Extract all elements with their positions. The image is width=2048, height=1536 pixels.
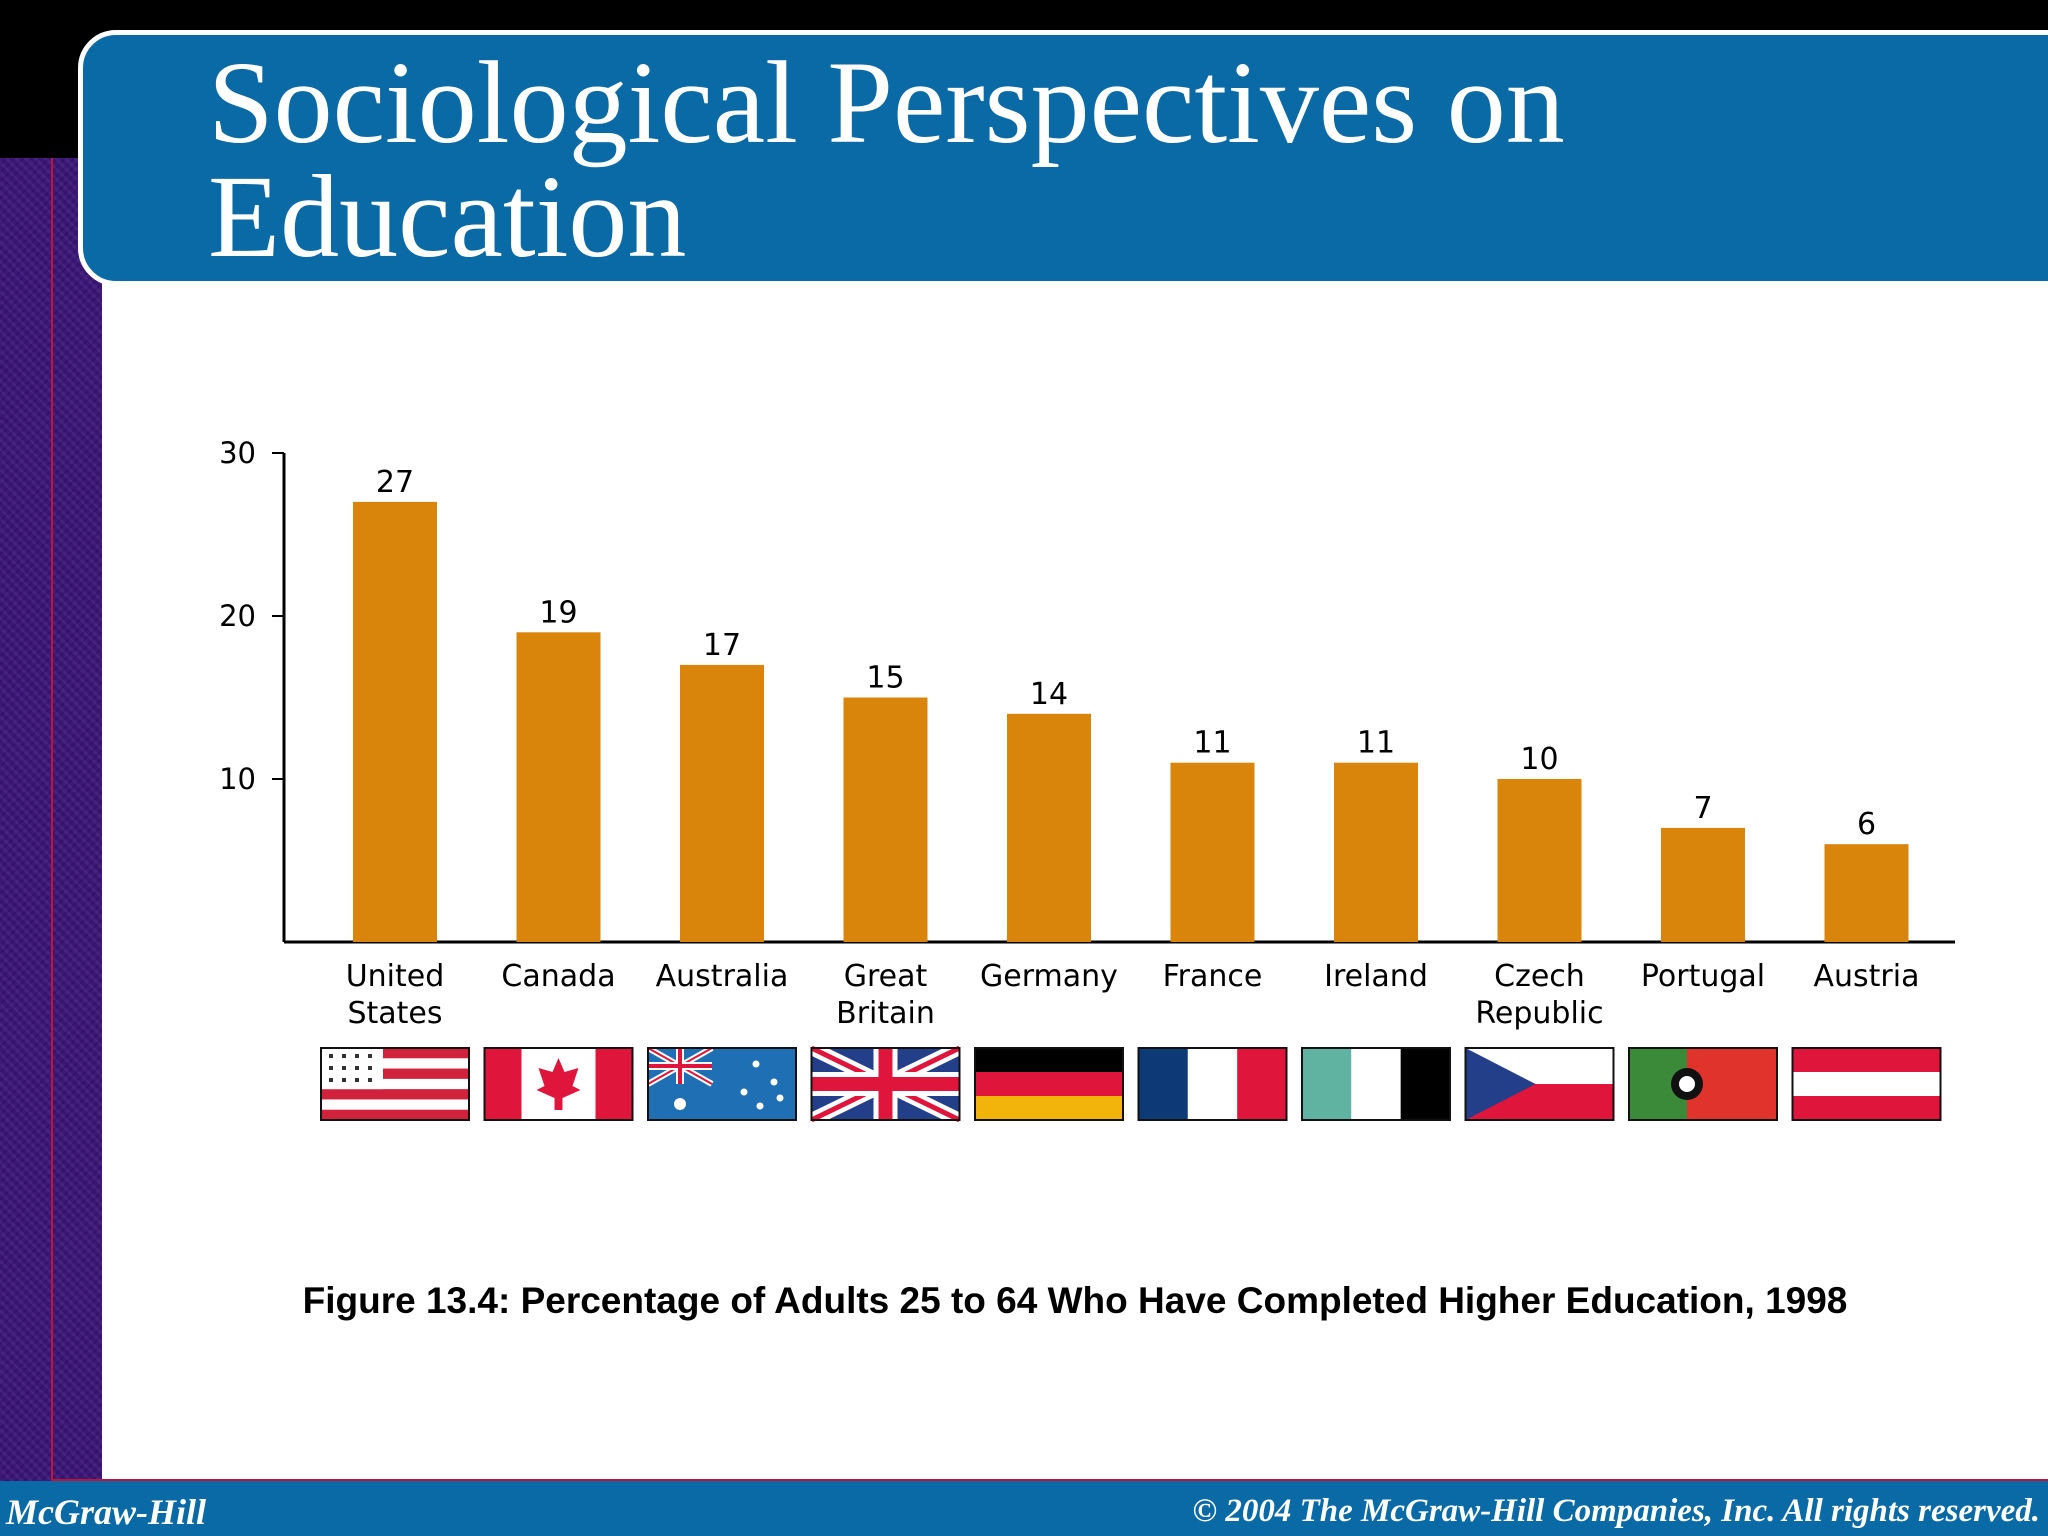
czech-republic-flag xyxy=(1464,1047,1615,1121)
portugal-flag xyxy=(1628,1047,1778,1121)
bar xyxy=(353,501,437,942)
data-label: 19 xyxy=(539,595,577,630)
bottom-accent-line xyxy=(51,1479,2048,1481)
y-tick-label: 10 xyxy=(219,762,256,796)
data-label: 7 xyxy=(1693,791,1712,826)
footer-band xyxy=(0,1481,2048,1536)
title-line-1: Sociological Perspectives on xyxy=(208,37,1565,168)
ireland-flag xyxy=(1301,1047,1451,1121)
data-label: 14 xyxy=(1030,677,1068,712)
data-label: 15 xyxy=(866,661,904,696)
figure-caption: Figure 13.4: Percentage of Adults 25 to … xyxy=(302,1280,1848,1321)
germany-flag xyxy=(974,1047,1124,1121)
bar xyxy=(516,632,601,942)
category-label: Australia xyxy=(656,959,789,994)
category-label: Britain xyxy=(836,996,935,1031)
data-label: 11 xyxy=(1357,726,1395,761)
data-label: 10 xyxy=(1520,742,1558,777)
title-line-2: Education xyxy=(208,151,687,282)
category-label: Germany xyxy=(980,959,1118,994)
bar xyxy=(680,664,764,942)
bar xyxy=(843,697,928,942)
title-band xyxy=(78,30,2048,286)
left-accent-line xyxy=(51,158,53,1481)
australia-flag xyxy=(646,1045,797,1121)
category-label: France xyxy=(1163,959,1263,994)
data-label: 11 xyxy=(1193,726,1231,761)
category-label: Great xyxy=(844,959,928,994)
footer-publisher: McGraw-Hill xyxy=(6,1492,207,1532)
austria-flag xyxy=(1791,1047,1942,1121)
bar xyxy=(1661,827,1745,942)
category-label: Austria xyxy=(1814,959,1920,994)
category-label: Canada xyxy=(501,959,615,994)
category-label: United xyxy=(346,959,445,994)
data-label: 17 xyxy=(703,628,741,663)
category-label: Portugal xyxy=(1641,959,1765,994)
data-label: 6 xyxy=(1857,807,1876,842)
canada-flag xyxy=(483,1047,634,1121)
category-label: Czech xyxy=(1494,959,1585,994)
bar xyxy=(1007,713,1091,942)
footer-copyright: © 2004 The McGraw-Hill Companies, Inc. A… xyxy=(1192,1493,2040,1529)
great-britain-flag xyxy=(808,1041,963,1127)
category-label: Ireland xyxy=(1324,959,1428,994)
us-flag xyxy=(320,1047,470,1121)
category-label: States xyxy=(347,996,442,1031)
bar xyxy=(1824,844,1909,942)
y-tick-label: 30 xyxy=(219,436,256,470)
category-label: Republic xyxy=(1475,996,1603,1031)
bar xyxy=(1497,779,1582,942)
y-tick-label: 20 xyxy=(219,599,256,633)
bar xyxy=(1170,762,1255,942)
slide-title: Sociological Perspectives on Education xyxy=(208,44,2008,276)
france-flag xyxy=(1137,1047,1288,1121)
data-label: 27 xyxy=(376,465,414,500)
bar xyxy=(1334,762,1418,942)
